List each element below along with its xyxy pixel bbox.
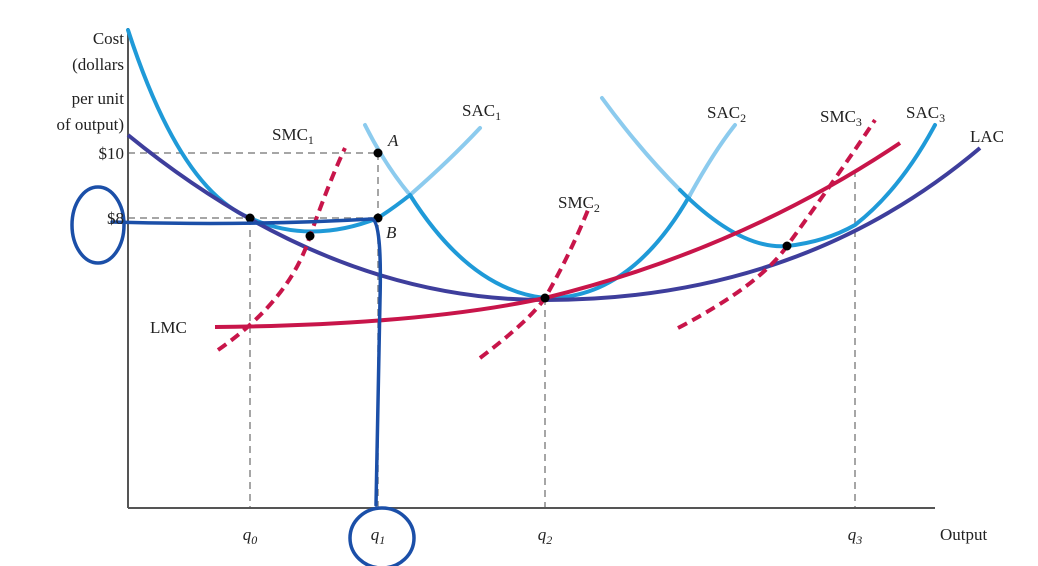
label-subscript: 2 [546, 533, 552, 547]
label-text: LMC [150, 318, 187, 337]
label-text: SAC [906, 103, 939, 122]
curve-label: LMC [150, 318, 187, 337]
label-subscript: 0 [251, 533, 257, 547]
label-subscript: 1 [308, 133, 314, 147]
label-subscript: 1 [379, 533, 385, 547]
label-text: SAC [707, 103, 740, 122]
y-label-line: Cost [93, 29, 124, 48]
y-label-line: per unit [72, 89, 125, 108]
axes [127, 28, 935, 509]
label-text: SMC [558, 193, 594, 212]
label-text: q [371, 525, 380, 544]
y-label-line: of output) [56, 115, 124, 134]
label-text: q [243, 525, 252, 544]
x-axis-label: Output [940, 525, 988, 544]
label-subscript: 1 [495, 109, 501, 123]
label-subscript: 2 [594, 201, 600, 215]
point-label: A [387, 131, 399, 150]
label-subscript: 3 [855, 533, 862, 547]
y-tick-label: $10 [99, 144, 125, 163]
curve-label: SMC3 [820, 107, 862, 129]
point-label: B [386, 223, 397, 242]
x-tick-label: q3 [848, 525, 863, 547]
curve-label: SAC3 [906, 103, 945, 125]
points [245, 148, 792, 303]
x-tick-label: q1 [371, 525, 386, 547]
label-text: LAC [970, 127, 1004, 146]
x-tick-label: q0 [243, 525, 258, 547]
curve-label: SMC1 [272, 125, 314, 147]
label-text: q [848, 525, 857, 544]
curve-label: SMC2 [558, 193, 600, 215]
annotation-ink [70, 185, 416, 566]
sac-curves [126, 28, 937, 301]
label-subscript: 3 [939, 111, 945, 125]
label-text: SMC [820, 107, 856, 126]
label-text: SMC [272, 125, 308, 144]
curve-label: LAC [970, 127, 1004, 146]
curve-label: SAC2 [707, 103, 746, 125]
y-axis-label: Cost (dollars per unit of output) $10 $8 [56, 29, 124, 228]
lac-curve [126, 133, 982, 303]
curve-label: SAC1 [462, 101, 501, 123]
label-subscript: 2 [740, 111, 746, 125]
label-subscript: 3 [856, 115, 862, 129]
guide-lines [128, 152, 856, 508]
y-tick-label: $8 [107, 209, 124, 228]
label-text: SAC [462, 101, 495, 120]
y-label-line: (dollars [72, 55, 124, 74]
label-text: q [538, 525, 547, 544]
x-tick-label: q2 [538, 525, 553, 547]
